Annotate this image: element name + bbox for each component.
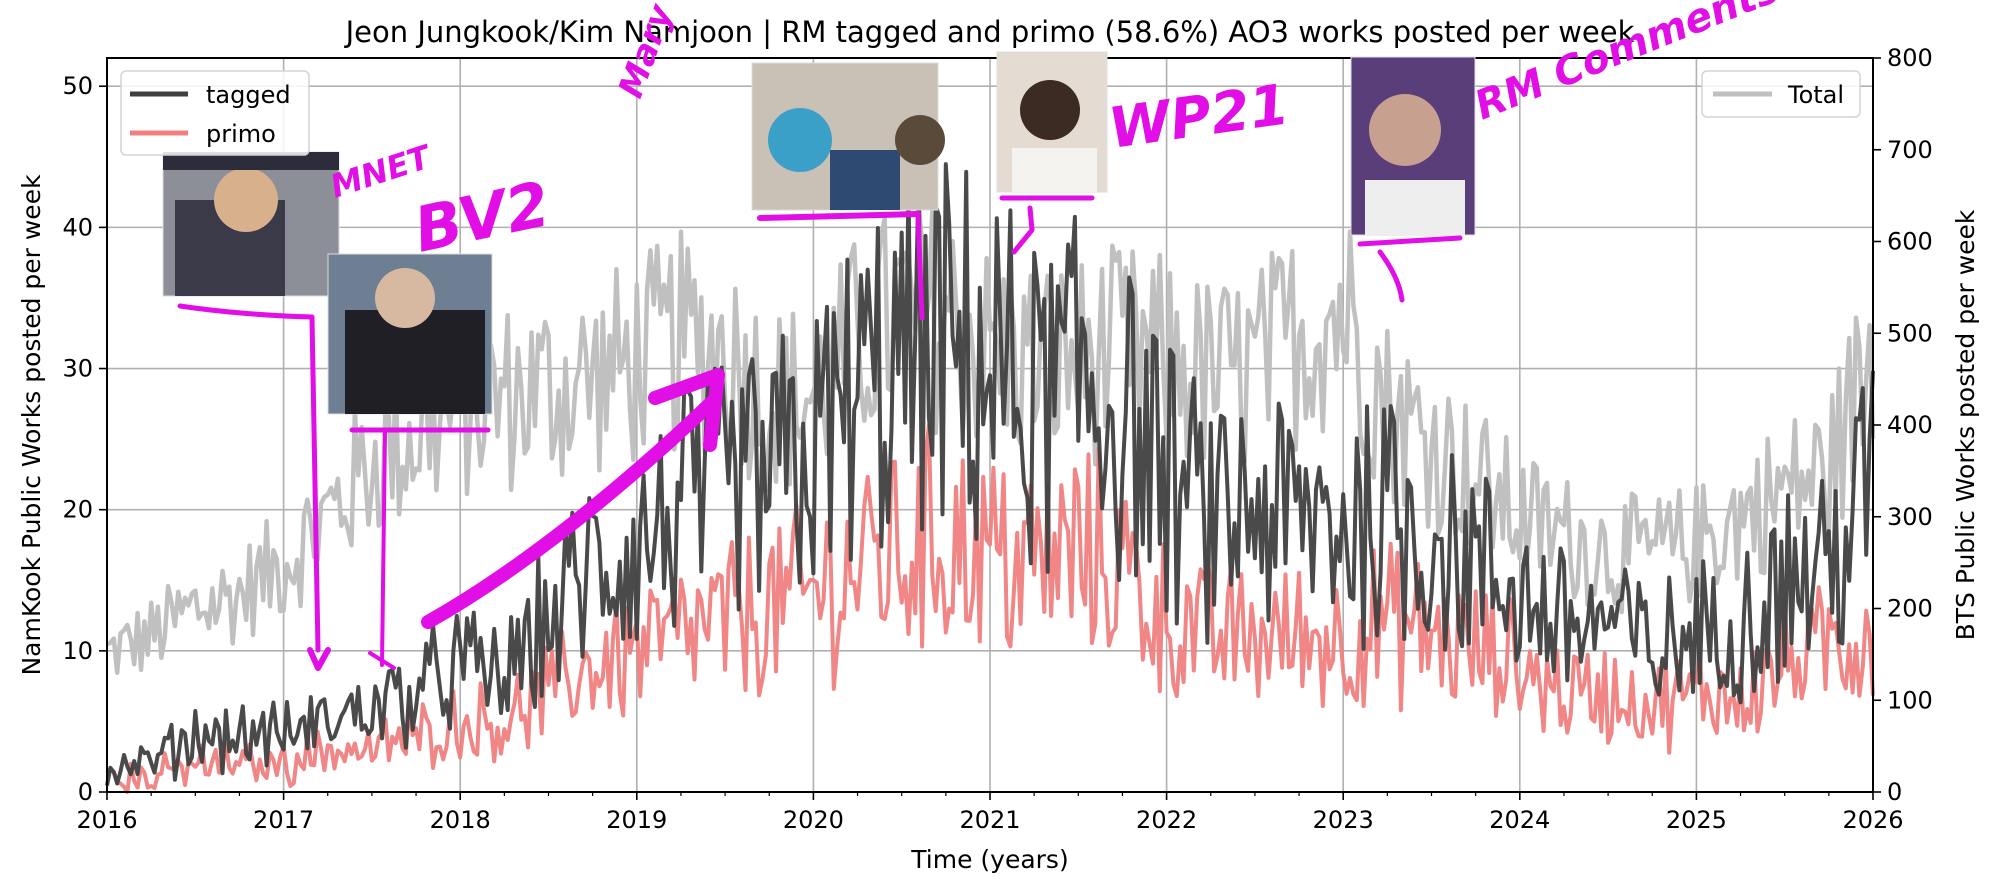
x-tick-label-6: 2022 xyxy=(1136,806,1197,834)
x-tick-label-7: 2023 xyxy=(1313,806,1374,834)
legend-label-total: Total xyxy=(1787,81,1844,109)
x-tick-label-2: 2018 xyxy=(430,806,491,834)
y-left-tick-label-4: 40 xyxy=(62,213,93,241)
x-tick-label-1: 2017 xyxy=(253,806,314,834)
y-left-tick-label-5: 50 xyxy=(62,72,93,100)
y-right-tick-label-0: 0 xyxy=(1887,778,1902,806)
y-left-tick-label-1: 10 xyxy=(62,637,93,665)
y-right-tick-label-7: 700 xyxy=(1887,136,1933,164)
legend-left: tagged primo xyxy=(120,70,310,156)
y-left-tick-label-2: 20 xyxy=(62,496,93,524)
y-right-tick-label-4: 400 xyxy=(1887,411,1933,439)
y-right-tick-label-3: 300 xyxy=(1887,503,1933,531)
legend-right: Total xyxy=(1701,70,1861,118)
y-right-tick-label-6: 600 xyxy=(1887,228,1933,256)
x-tick-label-9: 2025 xyxy=(1666,806,1727,834)
series-line-total xyxy=(106,203,1876,675)
series-line-primo xyxy=(105,423,1875,794)
series-line-tagged xyxy=(105,162,1875,786)
y-axis-right-title: BTS Public Works posted per week xyxy=(1951,209,1980,640)
y-right-tick-label-8: 800 xyxy=(1887,44,1933,72)
ticks: 2016 2017 2018 2019 2020 2021 2022 2023 2024 2025… xyxy=(62,44,1932,834)
x-tick-label-3: 2019 xyxy=(606,806,667,834)
y-left-tick-label-3: 30 xyxy=(62,355,93,383)
x-tick-label-0: 2016 xyxy=(76,806,137,834)
x-tick-label-5: 2021 xyxy=(959,806,1020,834)
x-tick-label-4: 2020 xyxy=(783,806,844,834)
x-axis-title: Time (years) xyxy=(910,845,1068,874)
y-axis-left-title: NamKook Public Works posted per week xyxy=(17,174,46,676)
legend-label-tagged: tagged xyxy=(206,81,291,109)
annotation-bv2: BV2 xyxy=(408,167,556,267)
series-layer xyxy=(105,162,1876,794)
y-right-tick-label-2: 200 xyxy=(1887,595,1933,623)
y-left-tick-label-0: 0 xyxy=(78,778,93,806)
chart-title: Jeon Jungkook/Kim Namjoon | RM tagged an… xyxy=(344,15,1635,49)
y-right-tick-label-1: 100 xyxy=(1887,686,1933,714)
x-tick-label-8: 2024 xyxy=(1489,806,1550,834)
annotation-photos xyxy=(162,51,1476,415)
x-tick-label-10: 2026 xyxy=(1842,806,1903,834)
legend-label-primo: primo xyxy=(206,120,276,148)
y-right-tick-label-5: 500 xyxy=(1887,319,1933,347)
